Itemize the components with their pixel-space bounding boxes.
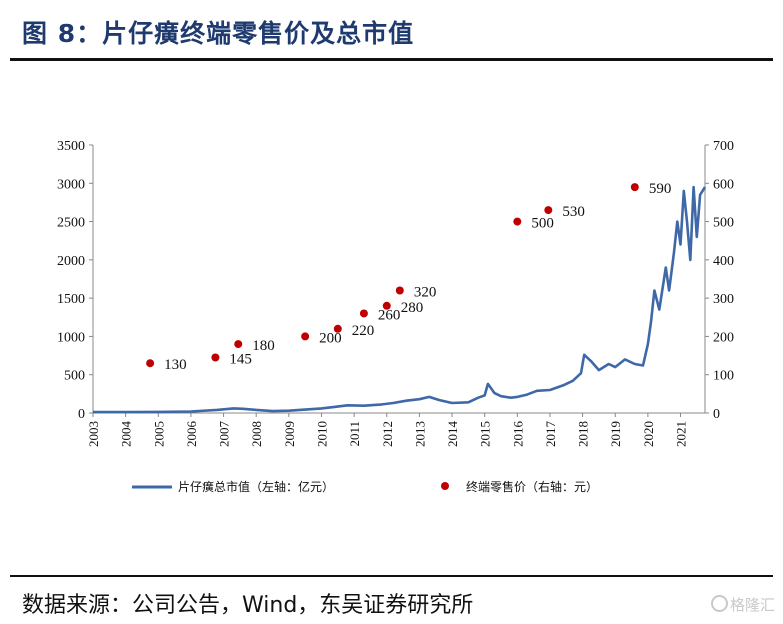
price-data-label: 260 — [378, 307, 401, 323]
right-tick-label: 300 — [713, 292, 734, 307]
price-dot — [234, 340, 243, 349]
right-tick-label: 500 — [713, 216, 734, 231]
x-tick-label: 2015 — [478, 421, 493, 447]
left-tick-label: 3000 — [57, 177, 85, 192]
price-data-label: 530 — [562, 204, 585, 220]
watermark: 格隆汇 — [710, 594, 775, 615]
left-tick-label: 2000 — [57, 254, 85, 269]
right-tick-label: 400 — [713, 254, 734, 269]
right-tick-label: 100 — [713, 369, 734, 384]
price-data-label: 320 — [414, 284, 437, 300]
market-cap-series — [93, 185, 707, 414]
left-tick-label: 1000 — [57, 330, 85, 345]
x-tick-label: 2018 — [576, 421, 591, 447]
right-tick-label: 600 — [713, 177, 734, 192]
price-data-label: 145 — [229, 351, 252, 367]
left-tick-label: 1500 — [57, 292, 85, 307]
price-data-label: 130 — [164, 357, 187, 373]
left-tick-label: 3500 — [57, 139, 85, 154]
price-data-label: 500 — [531, 216, 554, 232]
x-tick-label: 2013 — [412, 421, 427, 447]
price-data-label: 280 — [401, 300, 424, 316]
price-dot — [301, 332, 310, 341]
x-tick-label: 2004 — [119, 421, 134, 448]
price-data-label: 180 — [252, 338, 274, 354]
footer-divider — [10, 575, 773, 577]
x-tick-label: 2005 — [151, 421, 166, 447]
left-tick-label: 0 — [78, 407, 85, 422]
x-tick-label: 2007 — [217, 421, 232, 448]
x-tick-label: 2009 — [282, 421, 297, 447]
legend-retail-price-label: 终端零售价（右轴：元） — [466, 479, 598, 494]
x-tick-label: 2019 — [608, 421, 623, 447]
chart-axes: 0 500 1000 1500 2000 2500 3000 3500 0 100 200 300 40… — [57, 139, 734, 447]
x-tick-label: 2012 — [380, 421, 395, 447]
x-tick-label: 2010 — [314, 421, 329, 447]
chart-legend: 片仔癀总市值（左轴：亿元） 终端零售价（右轴：元） — [132, 479, 598, 494]
x-tick-label: 2021 — [674, 421, 689, 447]
title-divider — [10, 58, 773, 61]
x-tick-label: 2017 — [543, 421, 558, 448]
x-tick-label: 2016 — [510, 421, 525, 448]
legend-dot-swatch — [441, 482, 449, 490]
price-data-label: 590 — [649, 181, 672, 197]
market-cap-line — [93, 185, 707, 414]
x-tick-label: 2011 — [347, 421, 362, 447]
x-tick-label: 2006 — [184, 421, 199, 448]
market-cap-price-chart: 0 500 1000 1500 2000 2500 3000 3500 0 100 200 300 40… — [57, 139, 734, 494]
price-dot — [333, 324, 342, 333]
right-tick-label: 700 — [713, 139, 734, 154]
page-title: 图 8：片仔癀终端零售价及总市值 — [22, 19, 415, 48]
watermark-text: 格隆汇 — [729, 596, 775, 614]
watermark-logo-icon — [710, 595, 728, 612]
right-tick-label: 200 — [713, 330, 734, 345]
left-tick-label: 500 — [64, 369, 85, 384]
left-tick-label: 2500 — [57, 216, 85, 231]
price-data-label: 220 — [352, 323, 375, 339]
data-source-note: 数据来源：公司公告，Wind，东吴证券研究所 — [22, 593, 474, 618]
right-tick-label: 0 — [713, 407, 720, 422]
legend-market-cap-label: 片仔癀总市值（左轴：亿元） — [178, 479, 334, 494]
price-dot — [544, 206, 553, 215]
price-dot — [513, 217, 522, 226]
price-dot — [630, 183, 639, 192]
price-dot — [211, 353, 220, 362]
x-tick-label: 2014 — [445, 421, 460, 448]
price-dot — [382, 301, 391, 310]
price-dot — [359, 309, 368, 318]
price-dot — [395, 286, 404, 295]
x-tick-label: 2008 — [249, 421, 264, 447]
x-tick-label: 2020 — [641, 421, 656, 447]
price-dot — [146, 359, 155, 368]
price-data-label: 200 — [319, 330, 342, 346]
x-tick-label: 2003 — [86, 421, 101, 447]
